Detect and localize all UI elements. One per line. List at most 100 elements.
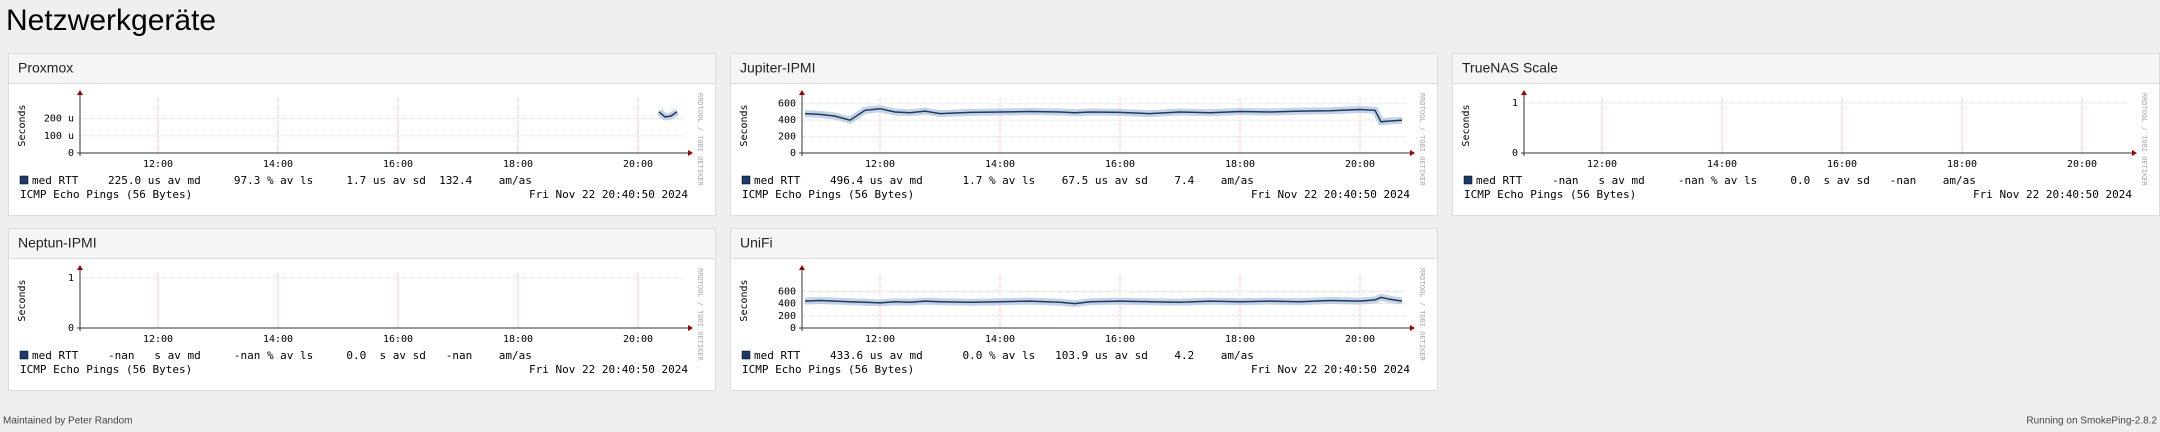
timestamp: Fri Nov 22 20:40:50 2024 — [1973, 188, 2132, 201]
x-tick-label: 18:00 — [1225, 334, 1255, 345]
x-axis-arrow — [1410, 325, 1415, 331]
y-tick-label: 100 u — [44, 131, 74, 142]
probe-label: ICMP Echo Pings (56 Bytes) — [742, 363, 914, 376]
y-tick-label: 600 — [778, 286, 796, 297]
x-tick-label: 20:00 — [1345, 159, 1375, 170]
x-tick-label: 20:00 — [1345, 334, 1375, 345]
legend-stats: 496.4 us av md 1.7 % av ls 67.5 us av sd… — [830, 174, 1254, 187]
x-tick-label: 16:00 — [383, 159, 413, 170]
legend-name: med RTT — [754, 174, 801, 187]
panel-title: UniFi — [740, 235, 773, 251]
x-tick-label: 12:00 — [143, 334, 173, 345]
panel-title: Neptun-IPMI — [18, 235, 97, 251]
x-tick-label: 12:00 — [865, 334, 895, 345]
panel-header — [731, 54, 1437, 83]
footer-left: Maintained by Peter Random — [3, 416, 133, 427]
y-tick-label: 200 — [778, 132, 796, 143]
x-axis-arrow — [688, 150, 693, 156]
x-tick-label: 12:00 — [143, 159, 173, 170]
legend-swatch — [19, 350, 29, 360]
y-axis-label: Seconds — [17, 279, 28, 321]
watermark: RRDTOOL / TOBI OETIKER — [696, 93, 704, 187]
rtt-line — [658, 111, 678, 118]
x-tick-label: 18:00 — [503, 334, 533, 345]
panel-header — [9, 229, 715, 258]
legend-name: med RTT — [1476, 174, 1523, 187]
timestamp: Fri Nov 22 20:40:50 2024 — [1251, 363, 1410, 376]
y-tick-label: 0 — [790, 148, 796, 159]
rtt-line — [804, 107, 1403, 123]
x-tick-label: 18:00 — [1225, 159, 1255, 170]
legend-swatch — [741, 350, 751, 360]
x-tick-label: 16:00 — [1827, 159, 1857, 170]
y-tick-label: 1 — [1512, 98, 1518, 109]
panel-title: Proxmox — [18, 60, 73, 76]
legend-swatch — [741, 175, 751, 185]
x-tick-label: 12:00 — [1587, 159, 1617, 170]
y-tick-label: 0 — [68, 148, 74, 159]
y-tick-label: 0 — [68, 323, 74, 334]
probe-label: ICMP Echo Pings (56 Bytes) — [1464, 188, 1636, 201]
timestamp: Fri Nov 22 20:40:50 2024 — [529, 188, 688, 201]
x-tick-label: 20:00 — [2067, 159, 2097, 170]
watermark: RRDTOOL / TOBI OETIKER — [1418, 268, 1426, 362]
panel-header — [9, 54, 715, 83]
legend-stats: 433.6 us av md 0.0 % av ls 103.9 us av s… — [830, 349, 1254, 362]
panel-header — [731, 229, 1437, 258]
x-axis-arrow — [688, 325, 693, 331]
x-tick-label: 16:00 — [1105, 334, 1135, 345]
y-axis-label: Seconds — [17, 104, 28, 146]
legend-name: med RTT — [754, 349, 801, 362]
x-tick-label: 20:00 — [623, 159, 653, 170]
rtt-line — [804, 296, 1403, 305]
y-axis-arrow — [799, 90, 805, 95]
probe-label: ICMP Echo Pings (56 Bytes) — [20, 188, 192, 201]
y-tick-label: 0 — [1512, 148, 1518, 159]
y-tick-label: 0 — [790, 323, 796, 334]
x-tick-label: 14:00 — [263, 159, 293, 170]
legend-name: med RTT — [32, 349, 79, 362]
y-axis-arrow — [77, 265, 83, 270]
timestamp: Fri Nov 22 20:40:50 2024 — [1251, 188, 1410, 201]
probe-label: ICMP Echo Pings (56 Bytes) — [742, 188, 914, 201]
x-tick-label: 12:00 — [865, 159, 895, 170]
x-tick-label: 14:00 — [985, 159, 1015, 170]
x-tick-label: 14:00 — [1707, 159, 1737, 170]
panel-header — [1453, 54, 2159, 83]
legend-name: med RTT — [32, 174, 79, 187]
x-tick-label: 16:00 — [383, 334, 413, 345]
x-tick-label: 18:00 — [503, 159, 533, 170]
y-axis-label: Seconds — [1461, 104, 1472, 146]
watermark: RRDTOOL / TOBI OETIKER — [1418, 93, 1426, 187]
x-tick-label: 14:00 — [985, 334, 1015, 345]
x-tick-label: 18:00 — [1947, 159, 1977, 170]
watermark: RRDTOOL / TOBI OETIKER — [2140, 93, 2148, 187]
footer-right: Running on SmokePing-2.8.2 — [2026, 416, 2157, 427]
x-axis-arrow — [2132, 150, 2137, 156]
panel-title: TrueNAS Scale — [1462, 60, 1558, 76]
y-tick-label: 1 — [68, 273, 74, 284]
y-axis-label: Seconds — [739, 279, 750, 321]
y-axis-arrow — [77, 90, 83, 95]
y-axis-arrow — [799, 265, 805, 270]
legend-stats: -nan s av md -nan % av ls 0.0 s av sd -n… — [1552, 174, 1976, 187]
legend-stats: 225.0 us av md 97.3 % av ls 1.7 us av sd… — [108, 174, 532, 187]
legend-swatch — [19, 175, 29, 185]
y-tick-label: 600 — [778, 99, 796, 110]
timestamp: Fri Nov 22 20:40:50 2024 — [529, 363, 688, 376]
y-tick-label: 200 — [778, 311, 796, 322]
y-tick-label: 400 — [778, 299, 796, 310]
probe-label: ICMP Echo Pings (56 Bytes) — [20, 363, 192, 376]
y-axis-arrow — [1521, 90, 1527, 95]
panel-title: Jupiter-IPMI — [740, 60, 815, 76]
watermark: RRDTOOL / TOBI OETIKER — [696, 268, 704, 362]
y-axis-label: Seconds — [739, 104, 750, 146]
legend-swatch — [1463, 175, 1473, 185]
page-title: Netzwerkgeräte — [6, 4, 216, 37]
legend-stats: -nan s av md -nan % av ls 0.0 s av sd -n… — [108, 349, 532, 362]
x-tick-label: 20:00 — [623, 334, 653, 345]
y-tick-label: 200 u — [44, 114, 74, 125]
x-axis-arrow — [1410, 150, 1415, 156]
